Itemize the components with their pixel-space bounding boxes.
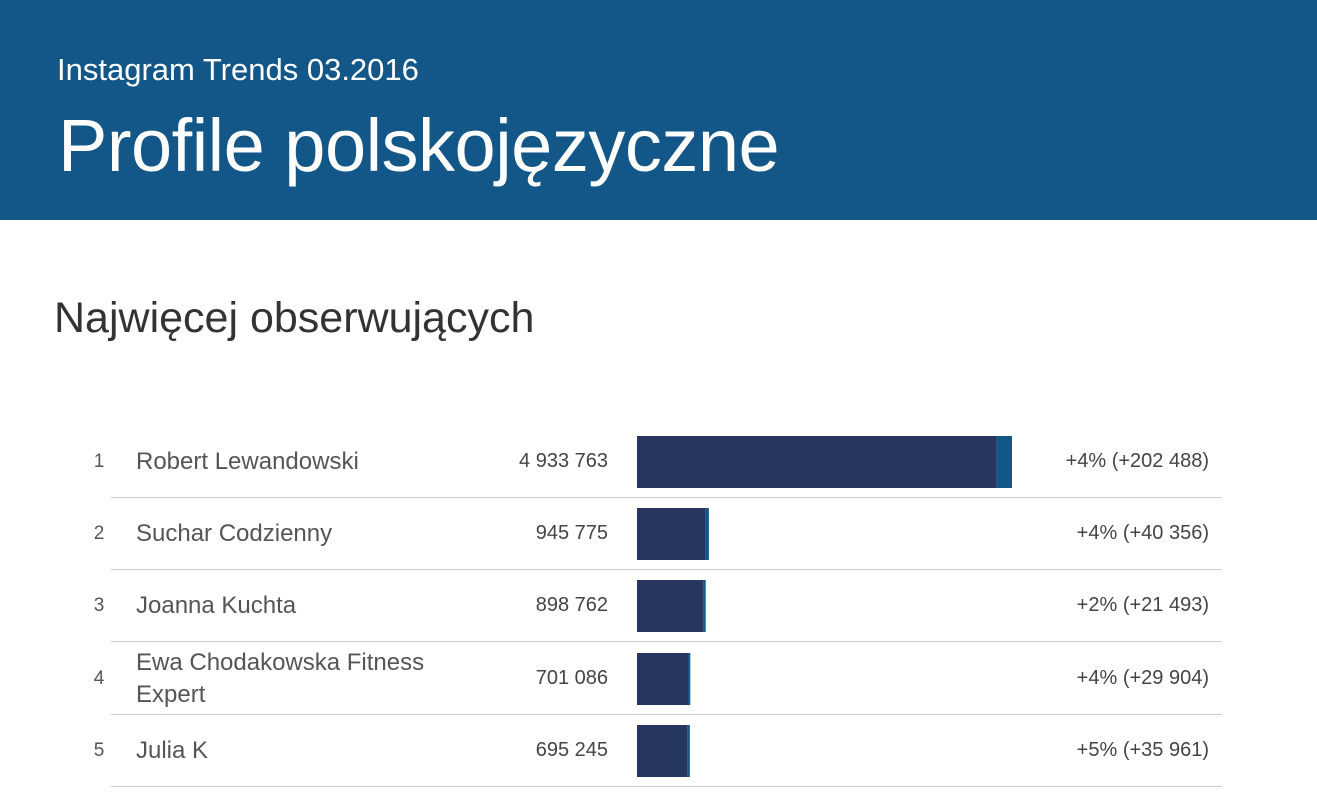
header-banner: Instagram Trends 03.2016 Profile polskoj… xyxy=(0,0,1317,220)
ranking-row: 2 Suchar Codzienny 945 775 +4% (+40 356) xyxy=(0,497,1317,570)
ranking-row: 3 Joanna Kuchta 898 762 +2% (+21 493) xyxy=(0,569,1317,642)
follower-count: 945 775 xyxy=(535,522,608,544)
row-divider xyxy=(111,786,1222,787)
bar-followers-growth xyxy=(687,725,690,777)
page-title: Profile polskojęzyczne xyxy=(58,104,780,187)
growth-label: +2% (+21 493) xyxy=(1076,594,1209,616)
ranking-row: 4 Ewa Chodakowska Fitness Expert 701 086… xyxy=(0,642,1317,715)
follower-count: 695 245 xyxy=(535,739,608,761)
bar-followers-base xyxy=(637,580,704,632)
profile-name: Julia K xyxy=(136,736,209,764)
follower-count: 898 762 xyxy=(535,594,608,616)
rank-number: 4 xyxy=(93,667,105,689)
rank-number: 1 xyxy=(93,450,105,472)
row-divider xyxy=(111,641,1222,642)
ranking-row: 1 Robert Lewandowski 4 933 763 +4% (+202… xyxy=(0,425,1317,498)
bar-followers-base xyxy=(637,436,997,488)
bar-followers-base xyxy=(637,725,688,777)
rank-number: 5 xyxy=(93,739,105,761)
profile-name: Joanna Kuchta xyxy=(136,591,297,619)
row-divider xyxy=(111,497,1222,498)
row-divider xyxy=(111,569,1222,570)
section-title: Najwięcej obserwujących xyxy=(54,294,535,342)
profile-name: Ewa Chodakowska Fitness Expert xyxy=(136,648,425,708)
bar-followers-growth xyxy=(996,436,1012,488)
bar-followers-growth xyxy=(703,580,706,632)
growth-label: +5% (+35 961) xyxy=(1076,739,1209,761)
rank-number: 3 xyxy=(93,594,105,616)
report-subtitle: Instagram Trends 03.2016 xyxy=(57,52,419,87)
bar-followers-growth xyxy=(688,653,691,705)
follower-count: 4 933 763 xyxy=(519,450,608,472)
profile-name: Suchar Codzienny xyxy=(136,519,333,547)
follower-count: 701 086 xyxy=(535,667,608,689)
ranking-row: 5 Julia K 695 245 +5% (+35 961) xyxy=(0,714,1317,787)
bar-followers-base xyxy=(637,653,689,705)
bar-followers-growth xyxy=(705,508,709,560)
growth-label: +4% (+40 356) xyxy=(1076,522,1209,544)
row-divider xyxy=(111,714,1222,715)
bar-followers-base xyxy=(637,508,706,560)
rank-number: 2 xyxy=(93,522,105,544)
growth-label: +4% (+202 488) xyxy=(1065,450,1209,472)
growth-label: +4% (+29 904) xyxy=(1076,667,1209,689)
profile-name: Robert Lewandowski xyxy=(136,447,359,475)
